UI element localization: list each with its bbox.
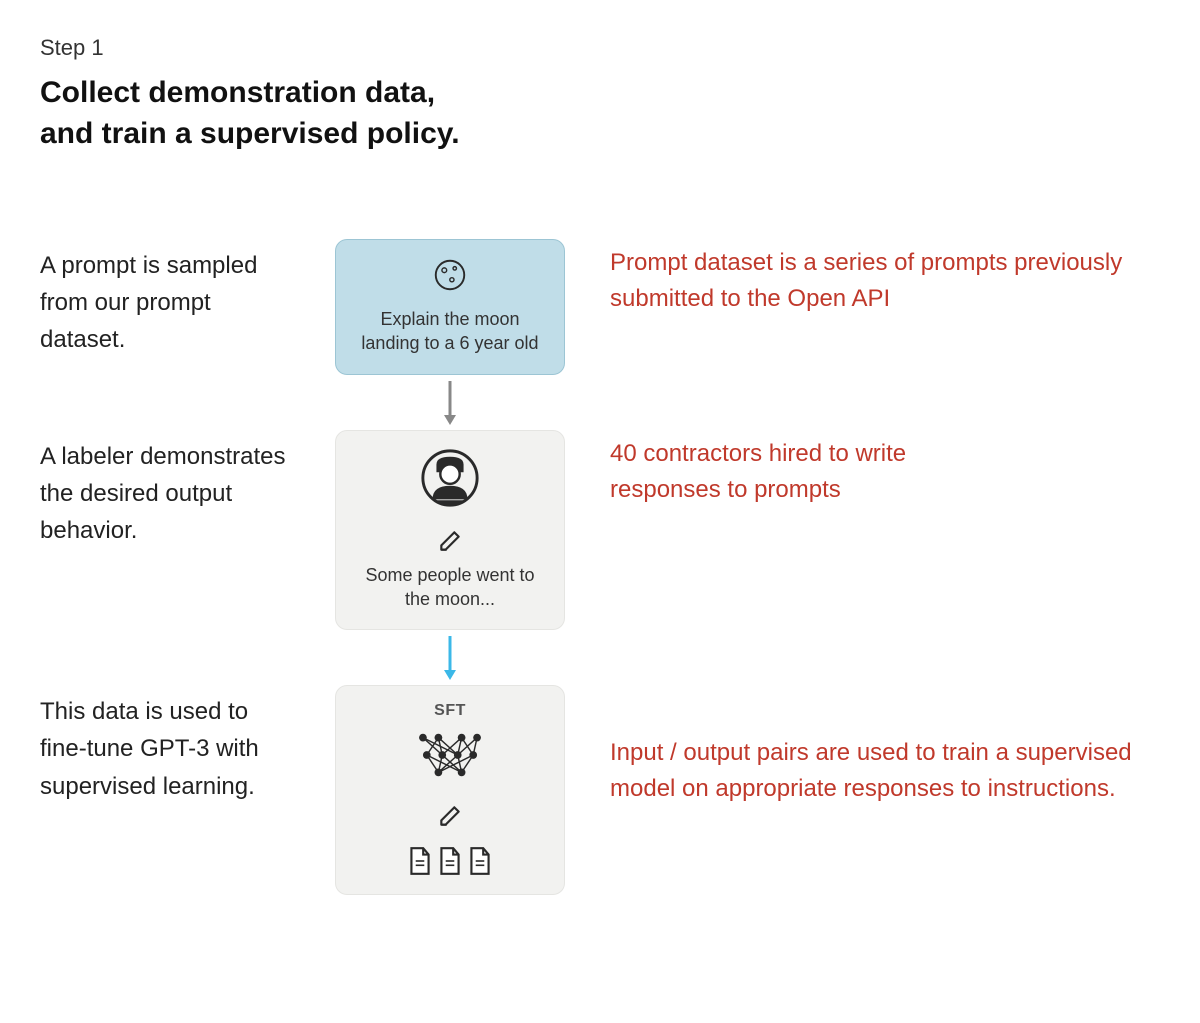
flow-row: A labeler demonstrates the desired outpu… xyxy=(40,430,1160,686)
moon-icon xyxy=(431,256,469,299)
card-text: Explain the moon landing to a 6 year old xyxy=(354,307,546,356)
person-icon xyxy=(419,447,481,514)
title-line2: and train a supervised policy. xyxy=(40,117,460,150)
card-column: Explain the moon landing to a 6 year old xyxy=(320,239,580,430)
pencil-icon xyxy=(437,803,463,834)
sft-card: SFT xyxy=(335,685,565,895)
arrow-down-icon xyxy=(440,630,460,685)
title: Collect demonstration data, and train a … xyxy=(40,73,1160,154)
card-column: SFT xyxy=(320,685,580,895)
annotation: 40 contractors hired to write responses … xyxy=(610,430,930,508)
document-icon xyxy=(437,846,463,876)
flow-row: A prompt is sampled from our prompt data… xyxy=(40,239,1160,430)
card-top-label: SFT xyxy=(434,702,466,720)
document-icon xyxy=(467,846,493,876)
network-icon xyxy=(411,726,489,789)
labeler-card: Some people went to the moon... xyxy=(335,430,565,631)
card-column: Some people went to the moon... xyxy=(320,430,580,686)
annotation: Prompt dataset is a series of prompts pr… xyxy=(610,239,1160,317)
document-icon xyxy=(407,846,433,876)
row-description: A labeler demonstrates the desired outpu… xyxy=(40,430,290,550)
row-description: A prompt is sampled from our prompt data… xyxy=(40,239,290,359)
row-description: This data is used to fine-tune GPT-3 wit… xyxy=(40,685,290,805)
header: Step 1 Collect demonstration data, and t… xyxy=(40,35,1160,154)
documents-icon-row xyxy=(407,846,493,876)
step-label: Step 1 xyxy=(40,35,1160,61)
flow-rows: A prompt is sampled from our prompt data… xyxy=(40,239,1160,895)
annotation: Input / output pairs are used to train a… xyxy=(610,685,1160,807)
card-text: Some people went to the moon... xyxy=(354,563,546,612)
pencil-icon xyxy=(437,528,463,559)
prompt-card: Explain the moon landing to a 6 year old xyxy=(335,239,565,375)
flow-row: This data is used to fine-tune GPT-3 wit… xyxy=(40,685,1160,895)
arrow-down-icon xyxy=(440,375,460,430)
title-line1: Collect demonstration data, xyxy=(40,76,435,109)
